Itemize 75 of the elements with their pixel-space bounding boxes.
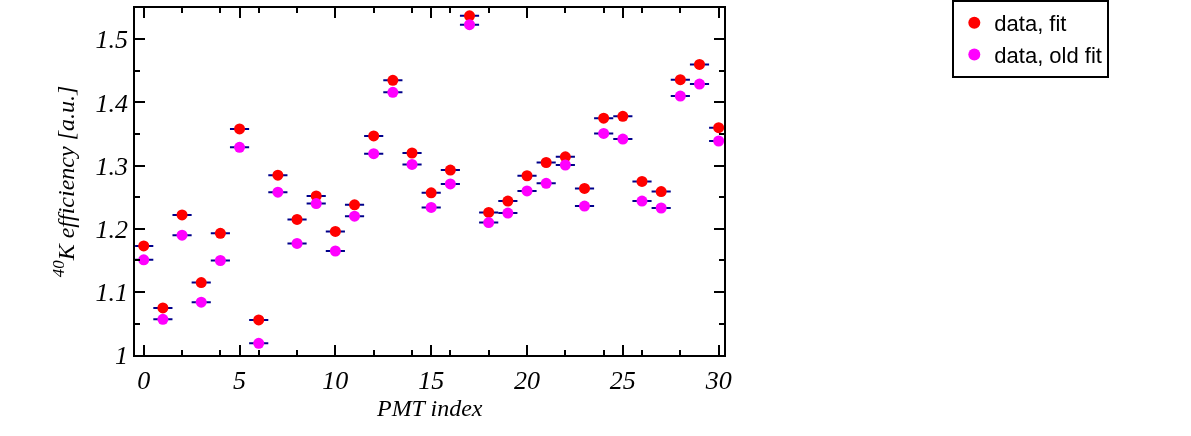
point	[406, 147, 418, 159]
point	[195, 296, 207, 308]
legend-label: data, fit	[994, 11, 1067, 37]
point	[464, 10, 476, 22]
point	[214, 254, 226, 266]
point	[310, 198, 322, 210]
point	[329, 245, 341, 257]
point	[195, 277, 207, 289]
x-axis-title: PMT index	[375, 394, 483, 421]
point	[406, 158, 418, 170]
point	[138, 240, 150, 252]
point	[617, 133, 629, 145]
point	[579, 200, 591, 212]
x-tick-label: 0	[137, 365, 151, 395]
x-tick-label: 30	[704, 365, 732, 395]
point	[464, 19, 476, 31]
point	[234, 123, 246, 135]
point	[234, 141, 246, 153]
point	[694, 78, 705, 90]
point	[713, 135, 725, 147]
point	[540, 177, 552, 189]
point	[483, 217, 495, 229]
point	[694, 58, 705, 70]
point	[598, 112, 610, 124]
x-tick-label: 5	[233, 365, 247, 395]
point	[349, 199, 361, 211]
point	[521, 185, 533, 197]
x-tick-label: 15	[418, 365, 445, 395]
point	[636, 175, 648, 187]
point	[674, 74, 686, 86]
point	[502, 207, 514, 219]
point	[540, 156, 552, 168]
point	[674, 90, 686, 102]
y-tick-label: 1	[114, 341, 128, 371]
point	[502, 195, 514, 207]
legend-label: data, old fit	[994, 42, 1102, 68]
point	[368, 148, 380, 160]
point	[598, 127, 610, 139]
point	[368, 130, 380, 142]
x-tick-label: 20	[514, 365, 541, 395]
point	[617, 110, 629, 122]
y-tick-label: 1.4	[95, 88, 128, 118]
y-tick-label: 1.1	[95, 278, 128, 308]
point	[176, 229, 188, 241]
point	[387, 86, 399, 98]
point	[253, 314, 265, 326]
point	[387, 74, 399, 86]
point	[483, 206, 495, 218]
point	[713, 122, 725, 134]
point	[349, 210, 361, 222]
point	[655, 202, 667, 214]
point	[214, 227, 226, 239]
x-tick-label: 25	[609, 365, 636, 395]
point	[176, 209, 188, 221]
y-tick-label: 1.2	[95, 214, 128, 244]
point	[559, 159, 571, 171]
point	[291, 237, 303, 249]
point	[444, 164, 456, 176]
point	[579, 182, 591, 194]
point	[425, 201, 437, 213]
point	[636, 195, 648, 207]
point	[272, 169, 284, 181]
point	[272, 186, 284, 198]
point	[444, 178, 456, 190]
point	[655, 186, 667, 198]
point	[291, 213, 303, 225]
x-tick-label: 10	[322, 365, 349, 395]
point	[157, 313, 169, 325]
point	[329, 225, 341, 237]
point	[253, 337, 265, 349]
point	[157, 302, 169, 314]
y-tick-label: 1.3	[95, 151, 128, 181]
point	[521, 170, 533, 182]
point	[425, 187, 437, 199]
y-tick-label: 1.5	[95, 25, 128, 55]
